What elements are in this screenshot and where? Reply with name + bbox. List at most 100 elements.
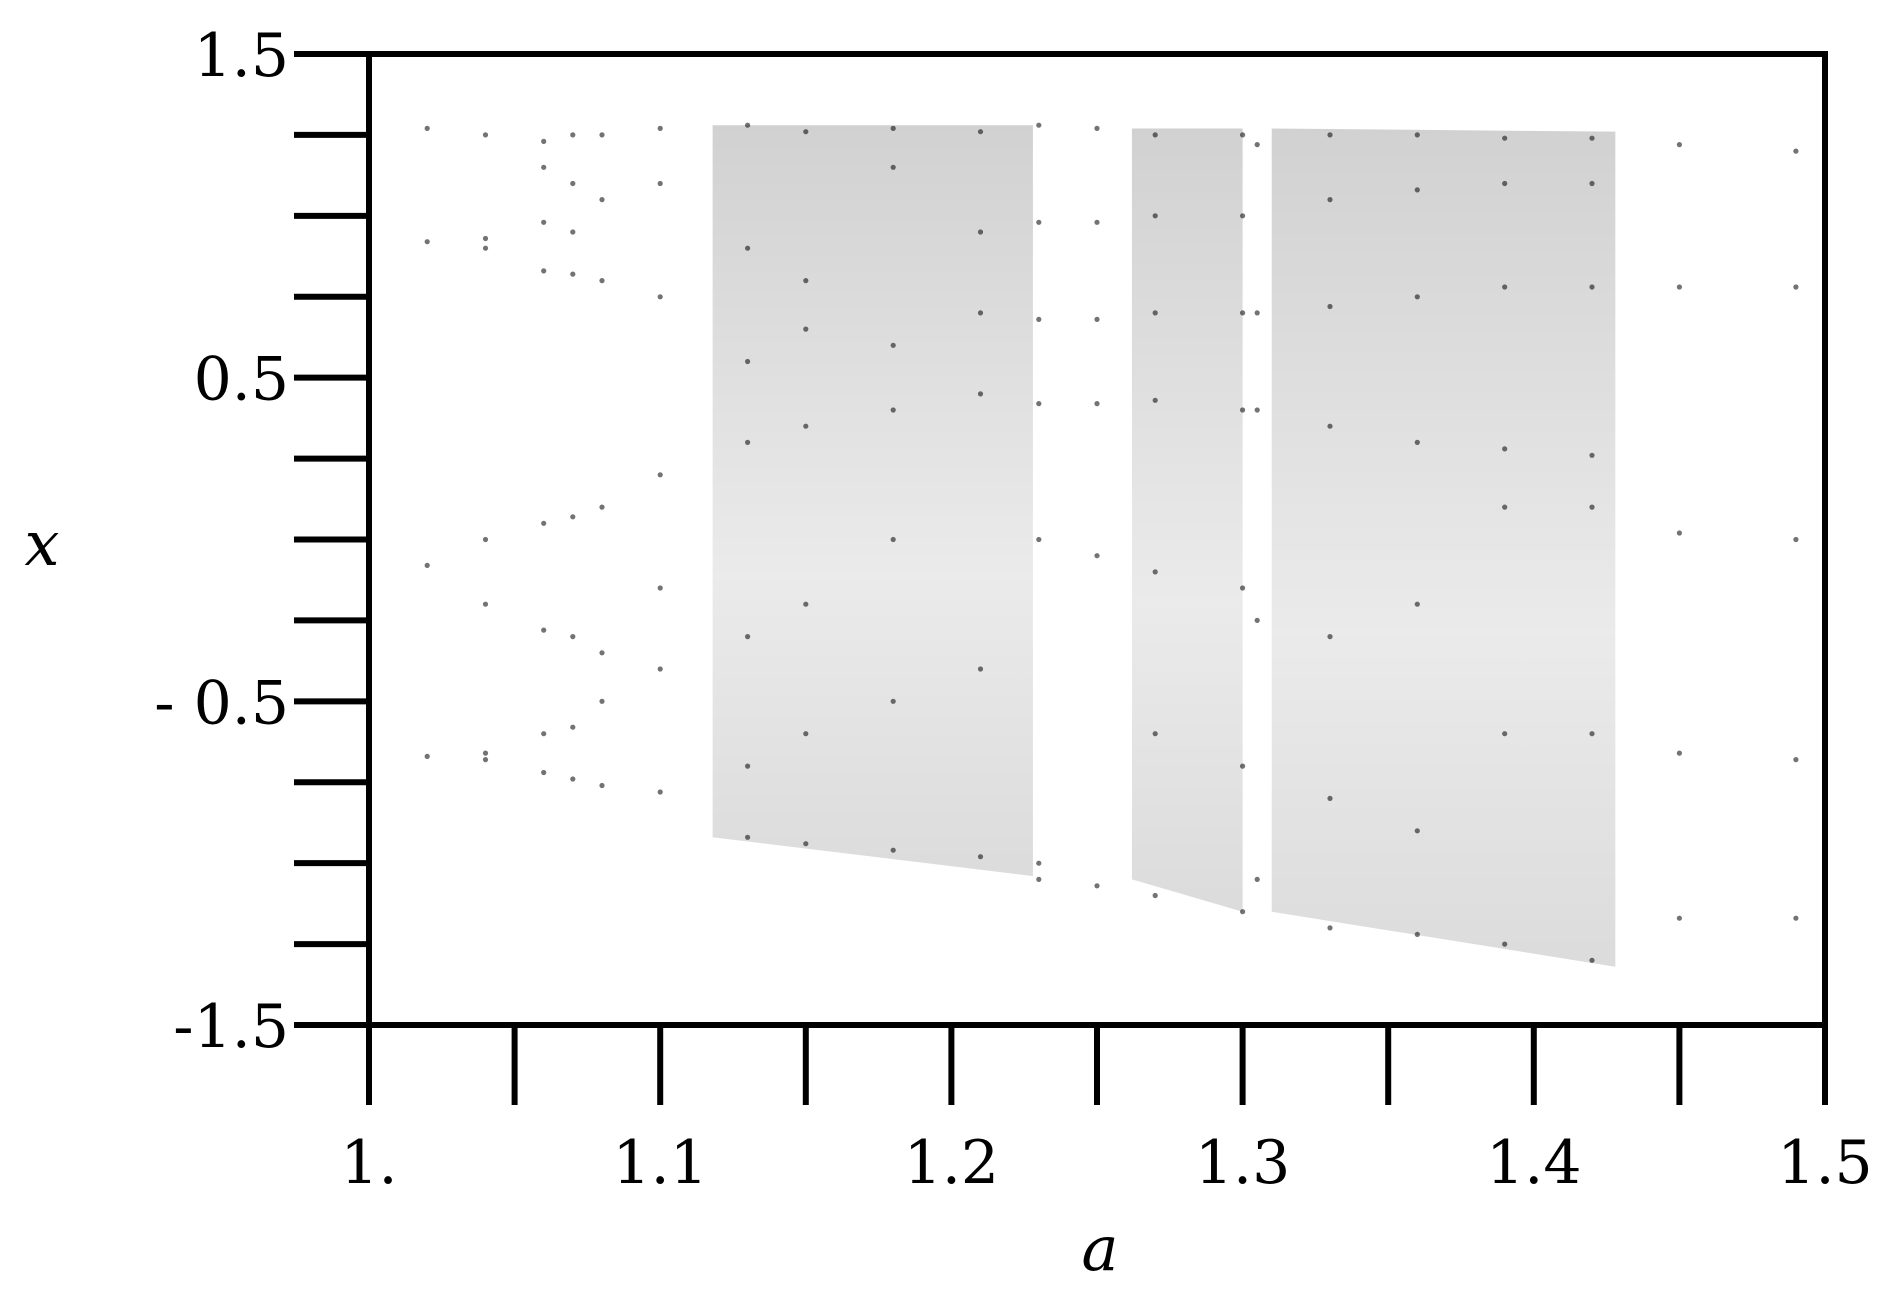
data-point (570, 776, 576, 782)
data-point (1152, 731, 1158, 737)
data-point (541, 627, 547, 633)
data-point (541, 138, 547, 144)
data-point (1240, 213, 1246, 219)
data-point (890, 698, 896, 704)
x-axis-label: a (1082, 1212, 1119, 1285)
data-point (424, 239, 430, 245)
data-point (803, 423, 809, 429)
chaotic-band-shade (1271, 128, 1616, 967)
data-point (1414, 931, 1420, 938)
data-point (1414, 828, 1420, 834)
data-point (1589, 135, 1595, 141)
data-point (570, 132, 576, 138)
data-point (657, 294, 663, 300)
data-point (1414, 439, 1420, 445)
y-tick-label: 1.5 (194, 21, 289, 91)
data-point (541, 268, 547, 274)
data-point (599, 197, 605, 203)
data-point (1676, 284, 1682, 290)
data-point (599, 782, 605, 789)
data-point (890, 536, 896, 543)
data-point (1589, 957, 1595, 963)
data-point (977, 854, 984, 860)
data-point (1036, 316, 1042, 322)
data-point (803, 841, 809, 847)
data-point (1327, 132, 1333, 138)
data-point (1793, 757, 1799, 763)
data-point (745, 834, 751, 840)
data-point (1254, 876, 1260, 883)
data-point (1254, 407, 1260, 413)
data-point (570, 229, 576, 235)
data-point (657, 585, 663, 591)
data-point (1502, 731, 1508, 737)
chaotic-band-shade (1131, 128, 1243, 912)
data-point (657, 125, 663, 131)
data-point (1793, 148, 1799, 154)
data-point (803, 278, 809, 284)
data-point (745, 122, 751, 128)
data-point (541, 520, 547, 526)
data-point (1254, 310, 1260, 316)
data-point (1502, 284, 1508, 290)
data-point (1793, 915, 1799, 921)
data-point (1502, 504, 1508, 510)
x-tick-label: 1. (340, 1128, 397, 1198)
data-point (1094, 316, 1100, 322)
data-point (599, 132, 605, 138)
data-point (745, 763, 751, 769)
data-point (482, 536, 489, 543)
data-point (803, 129, 809, 135)
data-point (1152, 569, 1158, 575)
data-point (1676, 750, 1682, 756)
data-point (1327, 197, 1333, 203)
data-point (1589, 504, 1595, 510)
data-point (570, 634, 576, 640)
data-point (1676, 530, 1682, 536)
data-point (977, 666, 984, 672)
y-axis-label: x (25, 507, 60, 580)
data-point (1036, 536, 1042, 543)
data-point (541, 219, 547, 225)
data-point (1414, 294, 1420, 300)
x-tick-label: 1.5 (1777, 1128, 1872, 1198)
data-point (977, 229, 984, 235)
data-point (1152, 892, 1158, 899)
data-point (599, 278, 605, 284)
data-point (1502, 446, 1508, 452)
x-tick-label: 1.3 (1195, 1128, 1290, 1198)
data-point (1502, 135, 1508, 141)
data-point (1094, 125, 1100, 131)
data-point (482, 235, 489, 242)
data-point (1094, 401, 1100, 407)
data-point (1414, 132, 1420, 138)
data-point (1240, 310, 1246, 316)
data-point (424, 562, 430, 569)
data-point (745, 245, 751, 251)
data-point (1793, 284, 1799, 290)
data-point (424, 125, 430, 131)
data-point (1327, 795, 1333, 802)
data-point (424, 753, 430, 760)
data-point (745, 634, 751, 640)
data-point (599, 650, 605, 656)
data-point (1240, 132, 1246, 138)
data-point (803, 326, 809, 332)
data-point (803, 601, 809, 607)
data-point (482, 750, 489, 756)
data-point (890, 342, 896, 348)
data-point (541, 164, 547, 170)
data-point (1152, 213, 1158, 219)
data-point (1036, 401, 1042, 407)
data-point (1094, 883, 1100, 889)
data-point (1589, 284, 1595, 290)
axes: 1.5 0.5 - 0.5 -1.5 1. 1.1 1.2 1.3 1.4 1.5 (154, 21, 1872, 1198)
data-point (1094, 219, 1100, 225)
data-point (1036, 122, 1042, 128)
data-point (1502, 941, 1508, 947)
data-point (1152, 132, 1158, 138)
data-point (1240, 763, 1246, 769)
data-point (1502, 180, 1508, 187)
data-point (570, 514, 576, 520)
